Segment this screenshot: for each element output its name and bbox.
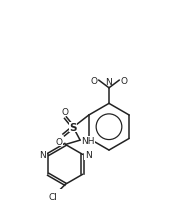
Text: O: O — [91, 76, 98, 85]
Text: O: O — [56, 137, 63, 146]
Text: Cl: Cl — [49, 192, 58, 201]
Text: N: N — [85, 150, 92, 159]
Text: NH: NH — [81, 136, 95, 145]
Text: N: N — [106, 78, 112, 87]
Text: O: O — [62, 107, 69, 116]
Text: N: N — [39, 150, 46, 159]
Text: O: O — [120, 76, 127, 85]
Text: S: S — [69, 123, 77, 132]
